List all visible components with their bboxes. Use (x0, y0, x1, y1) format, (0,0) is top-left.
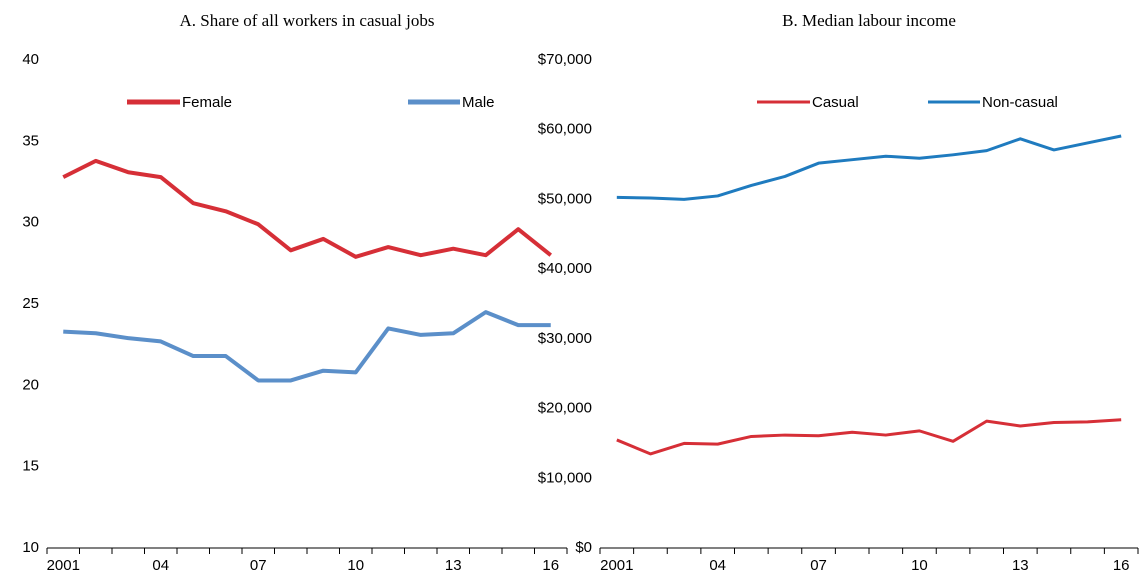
y-tick-label: $10,000 (538, 469, 592, 486)
chart-title: B. Median labour income (782, 11, 956, 30)
y-tick-label: 25 (22, 295, 39, 312)
x-tick-label: 13 (1012, 557, 1029, 574)
series-line (616, 134, 1122, 201)
chart-title: A. Share of all workers in casual jobs (180, 11, 435, 30)
legend-label: Female (182, 94, 232, 111)
x-tick-label: 13 (445, 557, 462, 574)
x-tick-label: 04 (709, 557, 726, 574)
x-tick-label: 2001 (600, 557, 633, 574)
y-tick-label: 40 (22, 51, 39, 68)
x-tick-label: 16 (1113, 557, 1130, 574)
x-tick-label: 2001 (47, 557, 80, 574)
y-tick-label: $20,000 (538, 400, 592, 417)
y-tick-label: $30,000 (538, 330, 592, 347)
y-tick-label: 20 (22, 376, 39, 393)
x-tick-label: 07 (250, 557, 267, 574)
y-tick-label: $0 (575, 539, 592, 556)
series-line (62, 158, 553, 259)
x-tick-label: 16 (542, 557, 559, 574)
series-line (616, 418, 1122, 456)
y-tick-label: $50,000 (538, 190, 592, 207)
legend-label: Non-casual (982, 94, 1058, 111)
y-tick-label: 10 (22, 539, 39, 556)
x-tick-label: 04 (152, 557, 169, 574)
legend-label: Male (462, 94, 495, 111)
x-tick-label: 10 (911, 557, 928, 574)
y-tick-label: $70,000 (538, 51, 592, 68)
legend-label: Casual (812, 94, 859, 111)
series-line (63, 310, 551, 383)
y-tick-label: 15 (22, 458, 39, 475)
y-tick-label: $40,000 (538, 260, 592, 277)
y-tick-label: 35 (22, 132, 39, 149)
y-tick-label: $60,000 (538, 121, 592, 138)
x-tick-label: 10 (347, 557, 364, 574)
x-tick-label: 07 (810, 557, 827, 574)
y-tick-label: 30 (22, 214, 39, 231)
